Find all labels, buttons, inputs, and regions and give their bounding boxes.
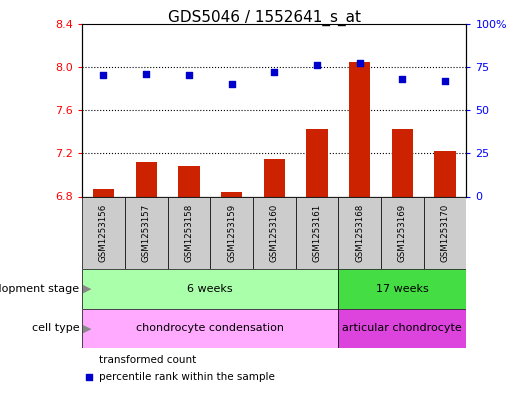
Text: transformed count: transformed count — [99, 354, 196, 365]
Point — [398, 76, 407, 82]
Bar — [423, 196, 466, 269]
Text: 17 weeks: 17 weeks — [376, 284, 429, 294]
Bar — [210, 196, 253, 269]
Bar — [392, 130, 413, 196]
Bar — [263, 159, 285, 196]
Bar — [82, 269, 338, 309]
Text: GSM1253169: GSM1253169 — [398, 204, 407, 262]
Bar — [82, 196, 125, 269]
Point — [313, 62, 321, 68]
Point — [227, 81, 236, 87]
Text: cell type: cell type — [32, 323, 80, 333]
Text: GSM1253160: GSM1253160 — [270, 204, 279, 262]
Text: percentile rank within the sample: percentile rank within the sample — [99, 372, 275, 382]
Bar — [136, 162, 157, 196]
Text: GSM1253158: GSM1253158 — [184, 204, 193, 262]
Text: development stage: development stage — [0, 284, 80, 294]
Bar — [435, 151, 456, 196]
Bar — [338, 269, 466, 309]
Point — [270, 69, 279, 75]
Bar — [167, 196, 210, 269]
Text: GSM1253170: GSM1253170 — [440, 204, 449, 262]
Text: ▶: ▶ — [83, 323, 92, 333]
Bar — [349, 62, 370, 196]
Bar — [296, 196, 338, 269]
Bar — [93, 189, 114, 196]
Bar — [306, 130, 328, 196]
Text: GSM1253159: GSM1253159 — [227, 204, 236, 262]
Bar — [381, 196, 423, 269]
Point — [184, 72, 193, 79]
Bar — [253, 196, 296, 269]
Bar — [178, 166, 200, 196]
Text: articular chondrocyte: articular chondrocyte — [342, 323, 462, 333]
Text: 6 weeks: 6 weeks — [188, 284, 233, 294]
Bar — [125, 196, 167, 269]
Bar — [82, 309, 338, 348]
Bar — [221, 192, 242, 196]
Text: GSM1253168: GSM1253168 — [355, 204, 364, 262]
Point — [142, 71, 151, 77]
Point — [441, 77, 449, 84]
Text: GSM1253156: GSM1253156 — [99, 204, 108, 262]
Bar — [338, 196, 381, 269]
Point — [99, 72, 108, 79]
Text: chondrocyte condensation: chondrocyte condensation — [136, 323, 284, 333]
Text: GSM1253157: GSM1253157 — [142, 204, 151, 262]
Text: GSM1253161: GSM1253161 — [313, 204, 322, 262]
Text: ▶: ▶ — [83, 284, 92, 294]
Point — [356, 60, 364, 66]
Text: GDS5046 / 1552641_s_at: GDS5046 / 1552641_s_at — [169, 10, 361, 26]
Bar — [338, 309, 466, 348]
Point — [121, 321, 129, 327]
